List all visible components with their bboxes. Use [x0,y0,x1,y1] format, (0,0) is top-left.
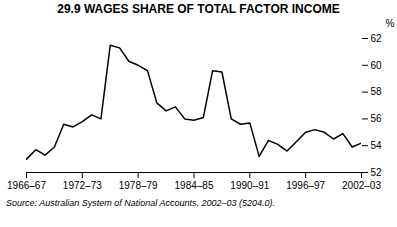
svg-text:1966–67: 1966–67 [7,180,46,191]
svg-text:1990–91: 1990–91 [230,180,269,191]
svg-text:1996–97: 1996–97 [286,180,325,191]
svg-text:58: 58 [371,86,383,97]
svg-text:62: 62 [371,33,383,44]
svg-text:1984–85: 1984–85 [175,180,214,191]
svg-text:2002–03: 2002–03 [342,180,381,191]
svg-text:60: 60 [371,60,383,71]
svg-text:1978–79: 1978–79 [119,180,158,191]
svg-text:52: 52 [371,167,383,178]
svg-text:1972–73: 1972–73 [63,180,102,191]
html-text:Source: Australian System of N: Source: Australian System of National Ac… [6,198,275,208]
svg-text:54: 54 [371,140,383,151]
html-text:29.9 WAGES SHARE OF TOTAL FACT: 29.9 WAGES SHARE OF TOTAL FACTOR INCOME [57,2,340,16]
svg-text:%: % [386,18,395,29]
svg-text:56: 56 [371,113,383,124]
